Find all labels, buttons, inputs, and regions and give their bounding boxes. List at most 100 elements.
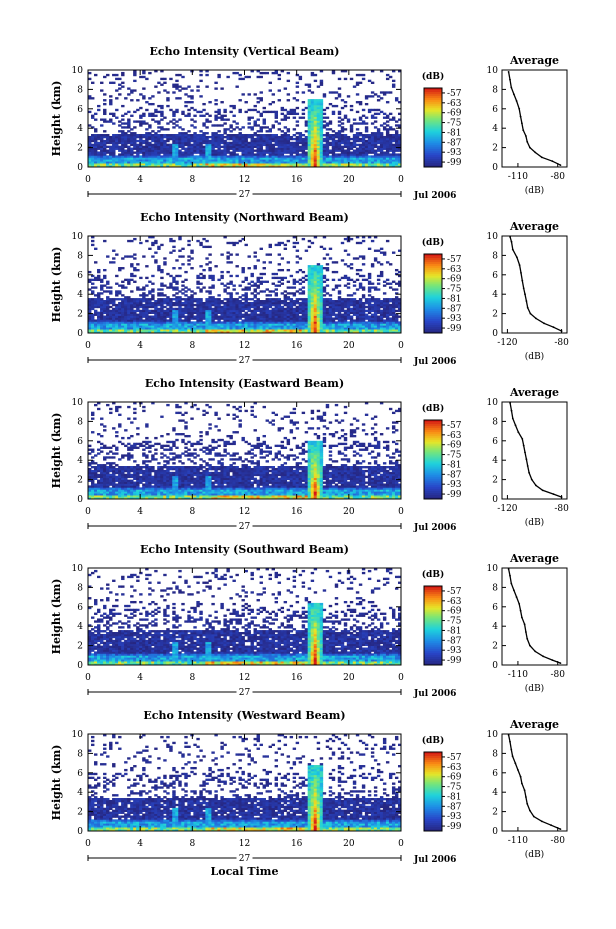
heatmap-cell	[220, 124, 224, 127]
heatmap-cell	[136, 331, 140, 334]
heatmap-cell	[139, 122, 143, 125]
heatmap-cell	[292, 311, 297, 314]
heatmap-cell	[145, 143, 149, 147]
heatmap-cell	[136, 151, 140, 154]
heatmap-cell	[370, 300, 375, 303]
heatmap-cell	[310, 331, 315, 334]
heatmap-cell	[103, 331, 107, 334]
heatmap-cell	[175, 135, 179, 139]
heatmap-cell	[127, 331, 131, 334]
heatmap-cell	[220, 134, 224, 137]
heatmap-cell	[256, 259, 260, 262]
heatmap-cell	[112, 329, 116, 332]
heatmap-cell	[310, 116, 315, 119]
heatmap-cell	[199, 114, 203, 117]
heatmap-cell	[205, 331, 209, 334]
heatmap-cell	[376, 132, 381, 135]
heatmap-cell	[241, 313, 245, 316]
heatmap-cell	[184, 300, 188, 303]
heatmap-cell	[223, 130, 227, 133]
heatmap-cell	[307, 327, 312, 330]
heatmap-cell	[94, 165, 98, 168]
heatmap-cell	[364, 126, 369, 129]
heatmap-cell	[307, 83, 312, 86]
heatmap-cell	[346, 149, 351, 152]
heatmap-cell	[310, 286, 315, 289]
heatmap-cell	[178, 159, 182, 162]
heatmap-cell	[163, 161, 167, 164]
heatmap-cell	[115, 157, 119, 160]
heatmap-cell	[328, 102, 333, 106]
heatmap-cell	[232, 288, 236, 291]
heatmap-cell	[166, 327, 170, 330]
heatmap-cell	[340, 241, 345, 245]
heatmap-cell	[97, 294, 101, 297]
heatmap-cell	[343, 155, 348, 158]
heatmap-cell	[220, 151, 224, 154]
heatmap-cell	[307, 294, 312, 297]
heatmap-cell	[133, 329, 137, 332]
heatmap-cell	[199, 79, 203, 83]
heatmap-cell	[184, 298, 188, 301]
heatmap-cell	[223, 313, 227, 316]
heatmap-cell	[157, 137, 161, 141]
heatmap-cell	[187, 329, 191, 332]
heatmap-cell	[199, 147, 203, 150]
colorbar-tick-label: -57	[447, 89, 462, 99]
heatmap-cell	[187, 163, 191, 166]
heatmap-cell	[142, 315, 146, 318]
heatmap-cell	[391, 79, 396, 83]
heatmap-cell	[193, 317, 197, 320]
heatmap-cell	[262, 163, 266, 166]
heatmap-cell	[94, 331, 98, 334]
heatmap-cell	[220, 157, 224, 160]
heatmap-cell	[301, 325, 306, 328]
heatmap-cell	[106, 327, 110, 330]
heatmap-cell	[313, 290, 318, 293]
heatmap-cell	[124, 278, 128, 282]
heatmap-cell	[265, 143, 269, 147]
heatmap-cell	[397, 282, 402, 285]
heatmap-cell	[112, 309, 116, 313]
heatmap-cell	[193, 126, 197, 129]
heatmap-cell	[337, 313, 342, 316]
heatmap-cell	[154, 70, 158, 73]
heatmap-cell	[235, 329, 239, 332]
heatmap-cell	[331, 134, 336, 137]
heatmap-cell	[295, 124, 300, 127]
heatmap-cell	[361, 278, 366, 282]
heatmap-cell	[187, 95, 191, 98]
heatmap-cell	[292, 116, 297, 119]
heatmap-cell	[139, 93, 143, 96]
heatmap-cell	[112, 261, 116, 264]
heatmap-cell	[310, 282, 315, 285]
heatmap-cell	[154, 331, 158, 334]
heatmap-cell	[88, 301, 92, 305]
heatmap-cell	[331, 163, 336, 166]
heatmap-cell	[313, 106, 318, 110]
heatmap-cell	[319, 265, 324, 268]
heatmap-cell	[244, 278, 248, 282]
heatmap-cell	[118, 321, 122, 324]
heatmap-cell	[286, 319, 291, 322]
heatmap-cell	[337, 139, 342, 143]
heatmap-cell	[319, 130, 324, 133]
heatmap-cell	[232, 120, 236, 123]
heatmap-cell	[271, 327, 275, 330]
heatmap-cell	[304, 315, 309, 318]
heatmap-cell	[370, 163, 375, 166]
heatmap-cell	[256, 165, 260, 168]
heatmap-cell	[325, 292, 330, 295]
heatmap-cell	[214, 163, 218, 166]
heatmap-cell	[136, 288, 140, 291]
heatmap-cell	[136, 309, 140, 313]
heatmap-cell	[97, 159, 101, 162]
heatmap-cell	[307, 274, 312, 278]
heatmap-cell	[349, 108, 354, 112]
heatmap-cell	[214, 132, 218, 135]
heatmap-cell	[202, 132, 206, 135]
heatmap-cell	[277, 128, 282, 131]
heatmap-cell	[214, 323, 218, 326]
heatmap-cell	[232, 134, 236, 137]
heatmap-cell	[319, 278, 324, 282]
